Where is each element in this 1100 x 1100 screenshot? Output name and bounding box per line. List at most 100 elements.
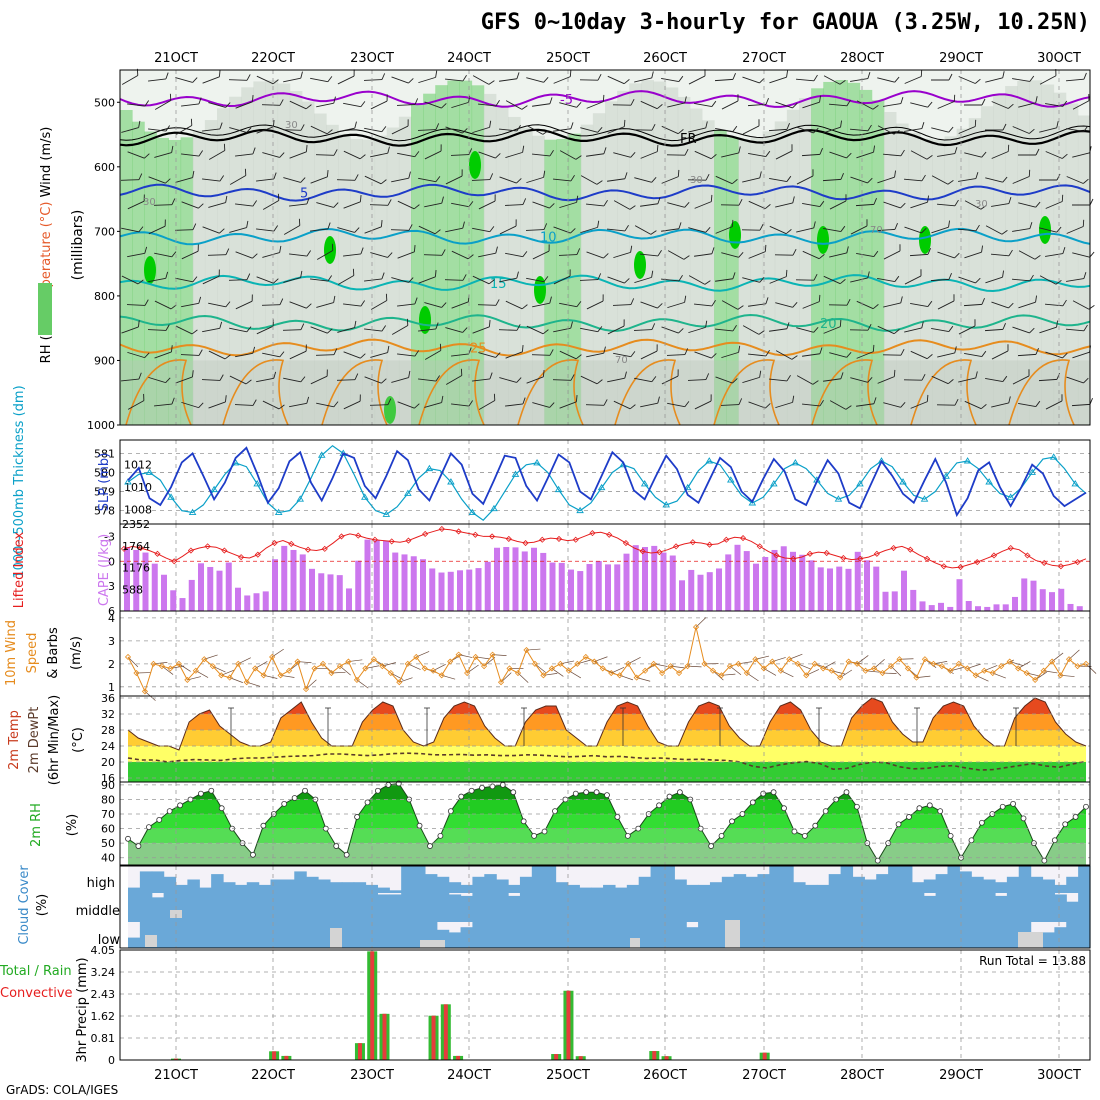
wind-barb bbox=[931, 220, 951, 234]
cloud-middle-bar-48 bbox=[698, 893, 711, 922]
wind-barb-6 bbox=[178, 663, 191, 672]
li-marker-20 bbox=[288, 540, 295, 547]
cloud-middle-bar-39 bbox=[591, 893, 604, 922]
cloud-low-bar-58 bbox=[816, 922, 830, 948]
wind-barb-flag bbox=[414, 403, 420, 409]
rh-marker-85 bbox=[1010, 800, 1017, 807]
wind-barb bbox=[499, 72, 520, 82]
wind-marker-66 bbox=[684, 663, 691, 670]
wind-barb-flag bbox=[597, 326, 603, 332]
wind-barb-flag bbox=[710, 154, 717, 160]
rh-tick-2: 60 bbox=[101, 823, 115, 836]
wind-barb bbox=[613, 400, 636, 410]
wind-barb-flag bbox=[1028, 128, 1035, 134]
rh-shade-75 bbox=[1029, 80, 1042, 425]
wind-barb-shaft bbox=[154, 351, 172, 359]
wind-barb-flag bbox=[981, 350, 987, 357]
li-marker-18 bbox=[271, 539, 278, 547]
wind-barb-shaft bbox=[714, 78, 734, 82]
rh-shade-59 bbox=[835, 80, 848, 425]
wind-barb bbox=[850, 72, 871, 82]
top-date-label-1: 22OCT bbox=[251, 51, 295, 66]
th-marker-32 bbox=[468, 508, 477, 515]
wind-barb-flag bbox=[846, 246, 849, 254]
temp-contour-fr-double bbox=[119, 124, 1091, 142]
wind-barb-flag bbox=[651, 177, 657, 183]
cloud-high-bar-70 bbox=[959, 871, 972, 893]
wind-barb-shaft bbox=[283, 177, 301, 183]
wind-barb bbox=[477, 299, 500, 306]
wind-barb bbox=[910, 195, 930, 209]
wind-barb-flag bbox=[1056, 121, 1059, 128]
wind-barb-shaft bbox=[910, 350, 928, 360]
cloud-high-bar-75 bbox=[1018, 866, 1032, 893]
wind-barb bbox=[397, 245, 416, 259]
wind-barb-13 bbox=[238, 657, 251, 665]
wind-marker-63 bbox=[659, 669, 666, 677]
wind-barb-shaft bbox=[586, 300, 604, 310]
wind-barb bbox=[315, 149, 338, 156]
wind-barb bbox=[175, 325, 198, 335]
cloud-high-bar-57 bbox=[804, 884, 818, 893]
wind-barb-flag bbox=[171, 397, 175, 405]
wind-barb-flag bbox=[624, 172, 628, 179]
wind-marker-44 bbox=[497, 679, 505, 686]
cape-bar-7 bbox=[188, 579, 195, 611]
wind-barb-shaft bbox=[688, 227, 706, 233]
wind-barb bbox=[802, 250, 825, 260]
wind-barb-shaft bbox=[202, 76, 220, 84]
wind-barb-flag bbox=[1061, 394, 1063, 401]
cloud-low-bar-7 bbox=[211, 922, 224, 948]
cloud-low-bar-47 bbox=[686, 927, 699, 948]
wind-marker-79 bbox=[794, 660, 801, 667]
wind-marker-92 bbox=[904, 665, 912, 672]
wind-barb bbox=[883, 201, 906, 209]
wind-marker-112 bbox=[1074, 663, 1081, 670]
wind-barb bbox=[148, 376, 171, 384]
cloud-middle-bar-35 bbox=[543, 893, 557, 922]
wind-barb-flag bbox=[467, 254, 474, 260]
cloud-middle-bar-73 bbox=[994, 895, 1008, 922]
wind-barb-flag bbox=[765, 98, 769, 105]
wind-barb-shaft bbox=[937, 352, 955, 358]
cloud-middle-bar-9 bbox=[234, 893, 248, 922]
wind-barb bbox=[856, 300, 879, 310]
cloud-middle-bar-1 bbox=[139, 893, 153, 922]
wind-barb-shaft bbox=[316, 102, 334, 108]
wind-barb bbox=[208, 143, 226, 160]
wind-barb-shaft bbox=[553, 178, 571, 182]
wind-barb-shaft bbox=[370, 352, 388, 358]
wind-marker-76 bbox=[769, 658, 776, 665]
wind-barb-shaft bbox=[559, 350, 577, 360]
wind-barb-flag bbox=[732, 73, 736, 80]
wind-barb-flag bbox=[683, 255, 690, 260]
cape-bar-62 bbox=[697, 574, 704, 611]
wind-barb-shaft bbox=[261, 104, 281, 106]
wind-barb-shaft bbox=[201, 379, 221, 381]
wind-barb bbox=[930, 273, 952, 282]
rh-marker-64 bbox=[791, 828, 798, 835]
wind-barb-flag bbox=[333, 295, 336, 303]
wind-barb-shaft bbox=[904, 128, 922, 132]
wind-barb-flag bbox=[576, 248, 581, 255]
wind-barb-flag bbox=[279, 298, 284, 305]
th-marker-42 bbox=[576, 506, 584, 514]
wind-marker-88 bbox=[870, 665, 878, 672]
cloud-low-bar-9 bbox=[234, 922, 248, 948]
wind-barb-shaft bbox=[640, 253, 658, 257]
wind-barb bbox=[181, 401, 204, 409]
rh-shade-8 bbox=[217, 108, 230, 425]
wind-barb bbox=[633, 124, 656, 131]
temp-contour-label-5: 20 bbox=[820, 317, 837, 332]
cape-bar-1 bbox=[133, 549, 140, 611]
rh-core-1 bbox=[469, 151, 481, 179]
wind-barb-flag bbox=[975, 172, 979, 179]
wind-barb-shaft bbox=[229, 127, 247, 133]
rh-shade-60 bbox=[847, 82, 861, 426]
cloud-low-bar-78 bbox=[1054, 927, 1067, 948]
wind-barb-shaft bbox=[154, 252, 172, 258]
wind-barb-59 bbox=[628, 656, 641, 665]
wind-barb-shaft bbox=[148, 225, 166, 235]
wind-barb-flag bbox=[1035, 201, 1041, 208]
th-marker-66 bbox=[834, 495, 843, 502]
